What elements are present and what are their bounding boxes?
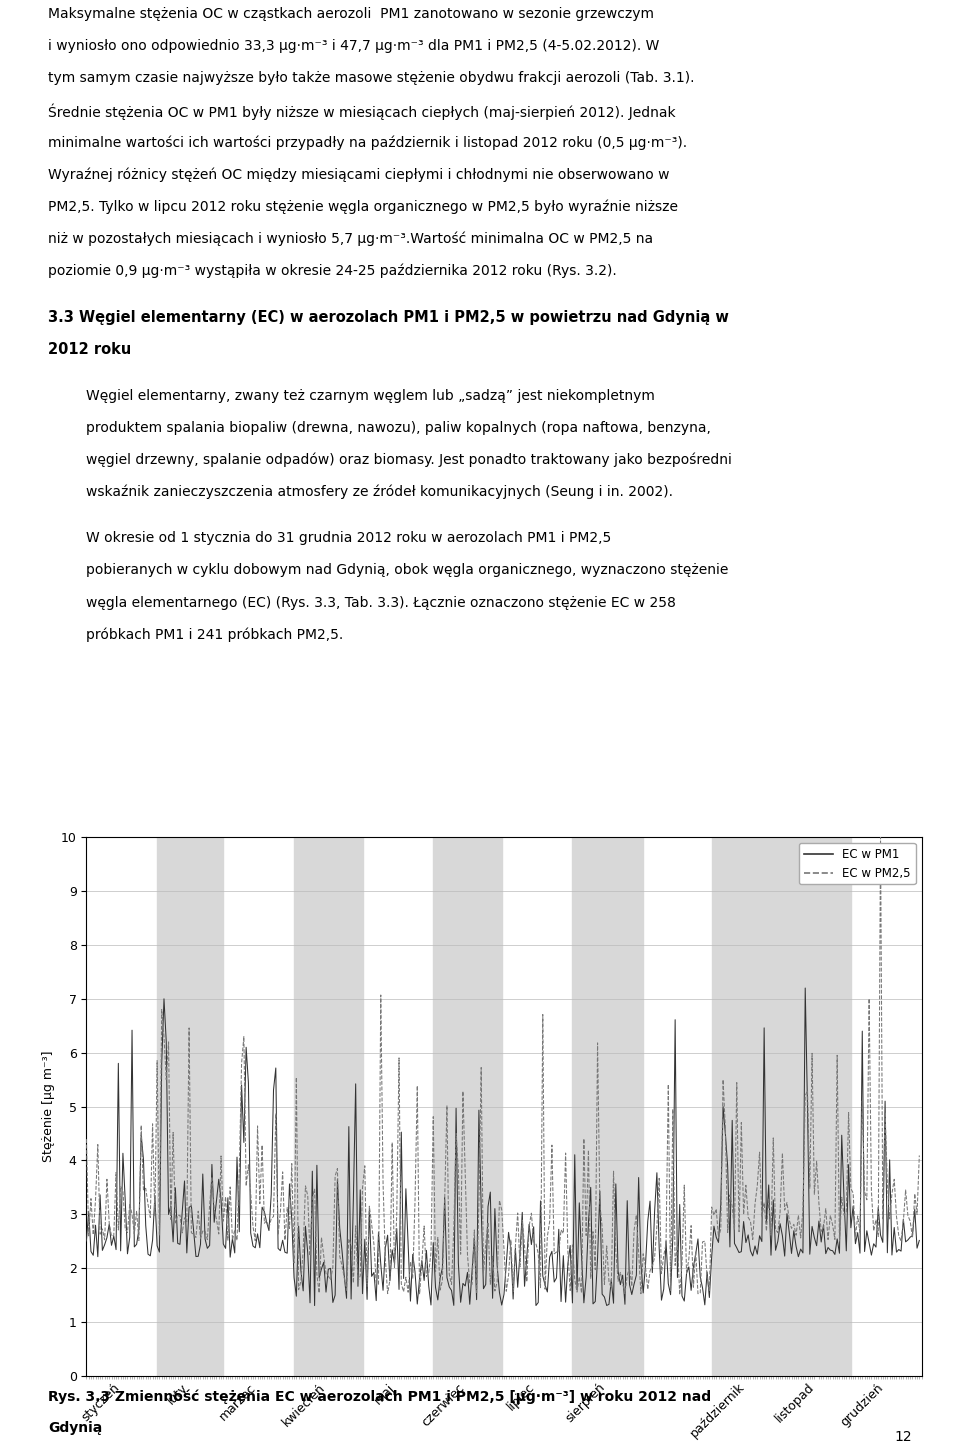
Text: węgiel drzewny, spalanie odpadów) oraz biomasy. Jest ponadto traktowany jako bez: węgiel drzewny, spalanie odpadów) oraz b… (86, 453, 732, 467)
Text: produktem spalania biopaliw (drewna, nawozu), paliw kopalnych (ropa naftowa, ben: produktem spalania biopaliw (drewna, naw… (86, 421, 711, 435)
EC w PM2,5 (163, 1034, 175, 1051)
Bar (294, 837, 363, 1376)
EC w PM1 (800, 980, 811, 997)
EC w PM2,5 (699, 1232, 710, 1249)
Text: tym samym czasie najwyższe było także masowe stężenie obydwu frakcji aerozoli (T: tym samym czasie najwyższe było także ma… (48, 71, 694, 86)
EC w PM1 (654, 1239, 665, 1257)
Line: EC w PM2,5: EC w PM2,5 (86, 837, 920, 1294)
Text: poziomie 0,9 μg·m⁻³ wystąpiła w okresie 24-25 października 2012 roku (Rys. 3.2).: poziomie 0,9 μg·m⁻³ wystąpiła w okresie … (48, 264, 616, 278)
Text: pobieranych w cyklu dobowym nad Gdynią, obok węgla organicznego, wyznaczono stęż: pobieranych w cyklu dobowym nad Gdynią, … (86, 563, 729, 578)
Bar (711, 837, 782, 1376)
EC w PM1 (222, 1190, 233, 1207)
EC w PM1 (914, 1232, 925, 1249)
Text: i wyniosło ono odpowiednio 33,3 μg·m⁻³ i 47,7 μg·m⁻³ dla PM1 i PM2,5 (4-5.02.201: i wyniosło ono odpowiednio 33,3 μg·m⁻³ i… (48, 39, 660, 54)
Line: EC w PM1: EC w PM1 (86, 989, 920, 1306)
EC w PM1 (163, 1206, 175, 1223)
EC w PM2,5 (651, 1217, 662, 1235)
Bar (782, 837, 851, 1376)
Text: Węgiel elementarny, zwany też czarnym węglem lub „sadzą” jest niekompletnym: Węgiel elementarny, zwany też czarnym wę… (86, 389, 656, 403)
Text: PM2,5. Tylko w lipcu 2012 roku stężenie węgla organicznego w PM2,5 było wyraźnie: PM2,5. Tylko w lipcu 2012 roku stężenie … (48, 199, 678, 214)
EC w PM1 (309, 1297, 321, 1315)
EC w PM2,5 (530, 1235, 541, 1252)
Text: niż w pozostałych miesiącach i wyniosło 5,7 μg·m⁻³.Wartość minimalna OC w PM2,5 : niż w pozostałych miesiącach i wyniosło … (48, 232, 653, 246)
Legend: EC w PM1, EC w PM2,5: EC w PM1, EC w PM2,5 (799, 843, 916, 884)
EC w PM1 (533, 1294, 544, 1312)
Text: Rys. 3.3 Zmienność stężenia EC w aerozolach PM1 i PM2,5 [μg·m⁻³] w roku 2012 nad: Rys. 3.3 Zmienność stężenia EC w aerozol… (48, 1389, 711, 1404)
EC w PM2,5 (222, 1232, 233, 1249)
Text: 3.3 Węgiel elementarny (EC) w aerozolach PM1 i PM2,5 w powietrzu nad Gdynią w: 3.3 Węgiel elementarny (EC) w aerozolach… (48, 310, 729, 325)
Bar (572, 837, 643, 1376)
Text: minimalne wartości ich wartości przypadły na październik i listopad 2012 roku (0: minimalne wartości ich wartości przypadł… (48, 135, 687, 150)
EC w PM2,5 (252, 1117, 263, 1134)
Y-axis label: Stężenie [μg m⁻³]: Stężenie [μg m⁻³] (42, 1051, 56, 1162)
Text: 12: 12 (895, 1430, 912, 1444)
Text: Gdynią: Gdynią (48, 1421, 103, 1436)
Text: węgla elementarnego (EC) (Rys. 3.3, Tab. 3.3). Łącznie oznaczono stężenie EC w 2: węgla elementarnego (EC) (Rys. 3.3, Tab.… (86, 596, 676, 610)
Text: W okresie od 1 stycznia do 31 grudnia 2012 roku w aerozolach PM1 i PM2,5: W okresie od 1 stycznia do 31 grudnia 20… (86, 531, 612, 546)
Text: wskaźnik zanieczyszczenia atmosfery ze źródeł komunikacyjnych (Seung i in. 2002): wskaźnik zanieczyszczenia atmosfery ze ź… (86, 485, 673, 499)
Text: próbkach PM1 i 241 próbkach PM2,5.: próbkach PM1 i 241 próbkach PM2,5. (86, 628, 344, 642)
EC w PM1 (699, 1296, 710, 1313)
EC w PM1 (81, 1232, 92, 1249)
Text: 2012 roku: 2012 roku (48, 342, 132, 357)
Bar (433, 837, 502, 1376)
EC w PM2,5 (914, 1147, 925, 1165)
EC w PM1 (252, 1224, 263, 1242)
Text: Maksymalne stężenia OC w cząstkach aerozoli  PM1 zanotowano w sezonie grzewczym: Maksymalne stężenia OC w cząstkach aeroz… (48, 7, 654, 22)
Bar (157, 837, 224, 1376)
Text: Średnie stężenia OC w PM1 były niższe w miesiącach ciepłych (maj-sierpień 2012).: Średnie stężenia OC w PM1 były niższe w … (48, 103, 676, 119)
Text: Wyraźnej różnicy stężeń OC między miesiącami ciepłymi i chłodnymi nie obserwowan: Wyraźnej różnicy stężeń OC między miesią… (48, 167, 669, 182)
EC w PM2,5 (81, 1130, 92, 1147)
EC w PM2,5 (674, 1286, 685, 1303)
EC w PM2,5 (875, 828, 886, 846)
